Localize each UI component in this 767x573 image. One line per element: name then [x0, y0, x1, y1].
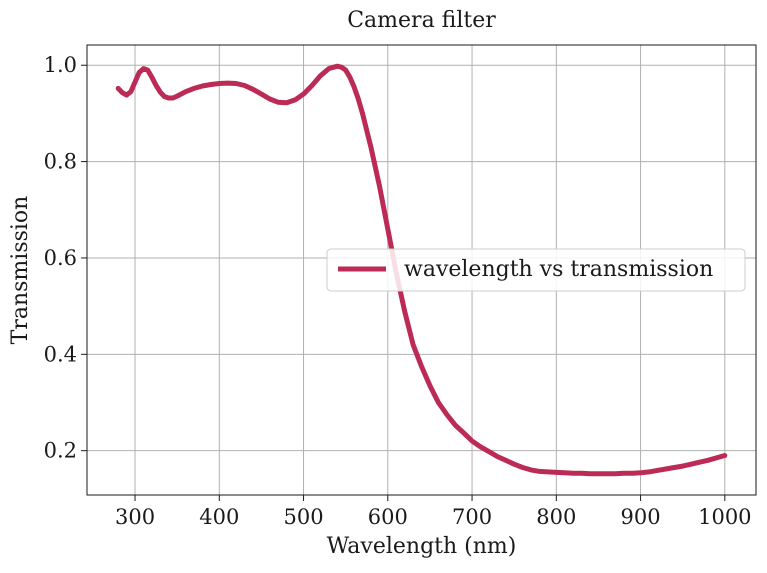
series-layer [115, 63, 728, 477]
y-tick-label: 1.0 [44, 53, 77, 77]
x-tick-label: 800 [536, 505, 576, 529]
x-tick-label: 400 [199, 505, 239, 529]
y-tick-label: 0.8 [44, 150, 77, 174]
y-tick-label: 0.6 [44, 246, 77, 270]
x-tick-label: 900 [621, 505, 661, 529]
tick-layer: 300 400 500 600 700 800 900 1000 0.2 0.4 0.6 0.8 1.0 [44, 53, 752, 529]
y-axis-label: Transmission [8, 196, 33, 345]
x-tick-label: 700 [452, 505, 492, 529]
legend-box [326, 248, 746, 292]
x-tick-label: 1000 [698, 505, 751, 529]
legend: wavelength vs transmission [326, 248, 746, 292]
chart-title: Camera filter [347, 8, 496, 33]
series-line-transmission [115, 63, 728, 477]
x-tick-label: 600 [368, 505, 408, 529]
x-axis-label: Wavelength (nm) [327, 534, 517, 559]
legend-label: wavelength vs transmission [404, 257, 713, 282]
x-tick-label: 500 [283, 505, 323, 529]
x-tick-label: 300 [115, 505, 155, 529]
y-tick-label: 0.2 [44, 439, 77, 463]
plot-frame [86, 44, 757, 496]
y-tick-label: 0.4 [44, 342, 77, 366]
